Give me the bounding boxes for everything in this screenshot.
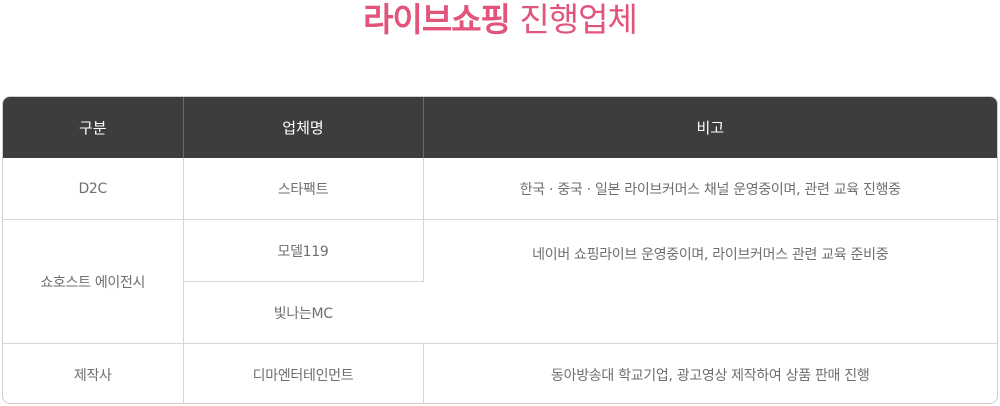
table-body: D2C 스타팩트 한국 · 중국 · 일본 라이브커머스 채널 운영중이며, 관… <box>3 158 997 403</box>
partner-table: 구분 업체명 비고 D2C 스타팩트 한국 · 중국 · 일본 라이브커머스 채… <box>3 97 997 403</box>
cell-category: 쇼호스트 에이전시 <box>3 219 184 344</box>
table-row: 쇼호스트 에이전시 모델119 네이버 쇼핑라이브 운영중이며, 라이브커머스 … <box>3 219 997 344</box>
page-title: 라이브쇼핑 진행업체 <box>0 0 1000 44</box>
cell-note: 동아방송대 학교기업, 광고영상 제작하여 상품 판매 진행 <box>551 367 870 384</box>
header-note: 비고 <box>696 119 725 137</box>
cell-category: 제작사 <box>3 343 184 403</box>
cell-company: 빛나는MC <box>183 281 423 344</box>
table-row: 제작사 디마엔터테인먼트 동아방송대 학교기업, 광고영상 제작하여 상품 판매… <box>3 343 997 403</box>
table-header: 구분 업체명 비고 <box>3 97 997 158</box>
cell-company: 디마엔터테인먼트 <box>183 343 424 403</box>
partner-table-container: 구분 업체명 비고 D2C 스타팩트 한국 · 중국 · 일본 라이브커머스 채… <box>2 96 998 404</box>
cell-company: 모델119 <box>183 219 424 282</box>
page-title-light: 진행업체 <box>519 0 637 39</box>
page-title-bold: 라이브쇼핑 <box>363 0 511 39</box>
table-row: 빛나는MC <box>3 281 997 344</box>
cell-note: 네이버 쇼핑라이브 운영중이며, 라이브커머스 관련 교육 준비중 <box>423 219 997 344</box>
cell-category: D2C <box>3 158 184 220</box>
header-company: 업체명 <box>183 97 424 158</box>
cell-company: 스타팩트 <box>183 158 424 220</box>
cell-note: 한국 · 중국 · 일본 라이브커머스 채널 운영중이며, 관련 교육 진행중 <box>423 158 997 220</box>
header-row: 구분 업체명 비고 <box>3 97 997 158</box>
table-row: D2C 스타팩트 한국 · 중국 · 일본 라이브커머스 채널 운영중이며, 관… <box>3 158 997 220</box>
header-category: 구분 <box>3 97 184 158</box>
